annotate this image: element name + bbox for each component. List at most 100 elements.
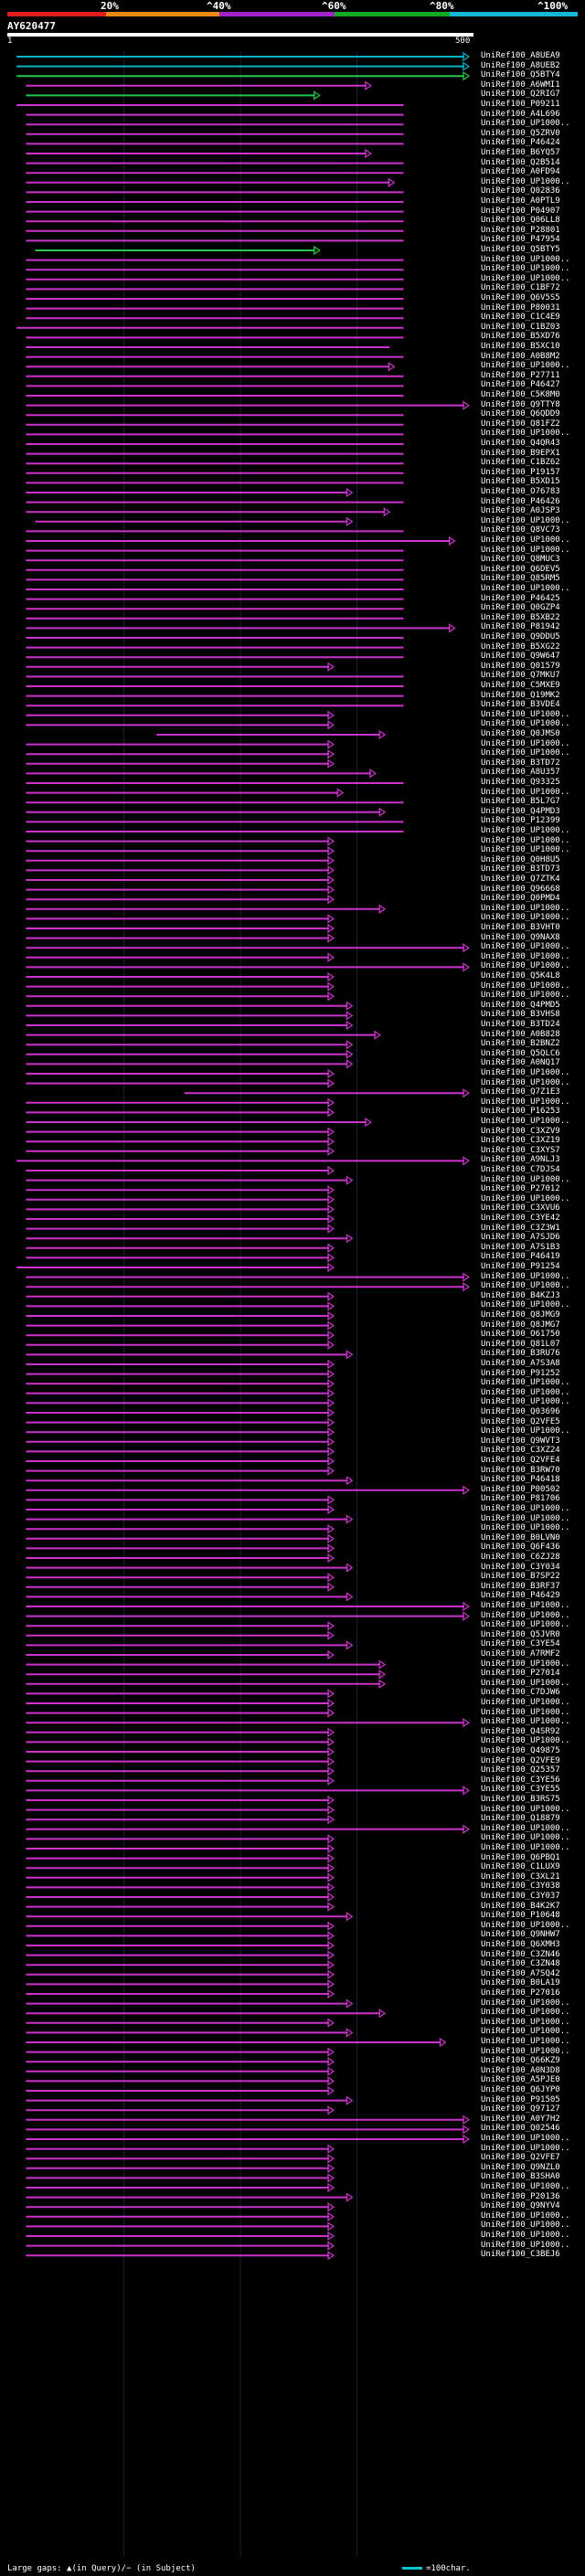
- hit-accession-link[interactable]: UniRef100_UP1000..: [481, 361, 570, 371]
- hit-accession-link[interactable]: UniRef100_Q02546: [481, 2124, 560, 2134]
- hit-accession-link[interactable]: UniRef100_B5L7G7: [481, 797, 560, 807]
- hit-accession-link[interactable]: UniRef100_A9NLJ3: [481, 1155, 560, 1165]
- hit-accession-link[interactable]: UniRef100_Q81L07: [481, 1339, 560, 1349]
- hit-accession-link[interactable]: UniRef100_UP1000..: [481, 2037, 570, 2046]
- hit-accession-link[interactable]: UniRef100_Q6DEV5: [481, 564, 560, 574]
- hit-accession-link[interactable]: UniRef100_B3VHT0: [481, 923, 560, 932]
- hit-accession-link[interactable]: UniRef100_Q0JMS0: [481, 729, 560, 738]
- hit-accession-link[interactable]: UniRef100_UP1000..: [481, 1504, 570, 1513]
- hit-accession-link[interactable]: UniRef100_UP1000..: [481, 1426, 570, 1436]
- hit-accession-link[interactable]: UniRef100_P20136: [481, 2191, 560, 2201]
- hit-accession-link[interactable]: UniRef100_Q96668: [481, 884, 560, 894]
- hit-accession-link[interactable]: UniRef100_C1C4E9: [481, 313, 560, 323]
- hit-accession-link[interactable]: UniRef100_B7SP22: [481, 1572, 560, 1582]
- hit-accession-link[interactable]: UniRef100_Q8VC73: [481, 525, 560, 535]
- hit-accession-link[interactable]: UniRef100_Q02836: [481, 186, 560, 196]
- hit-accession-link[interactable]: UniRef100_UP1000..: [481, 1077, 570, 1087]
- hit-accession-link[interactable]: UniRef100_UP1000..: [481, 2240, 570, 2250]
- hit-accession-link[interactable]: UniRef100_B3VDE4: [481, 700, 560, 710]
- hit-accession-link[interactable]: UniRef100_C3XZ24: [481, 1446, 560, 1456]
- hit-accession-link[interactable]: UniRef100_A6WMI1: [481, 80, 560, 90]
- hit-accession-link[interactable]: UniRef100_Q6V5S5: [481, 293, 560, 302]
- hit-accession-link[interactable]: UniRef100_A0B828: [481, 1029, 560, 1039]
- hit-accession-link[interactable]: UniRef100_Q5ZRV0: [481, 128, 560, 138]
- hit-accession-link[interactable]: UniRef100_UP1000..: [481, 119, 570, 129]
- hit-accession-link[interactable]: UniRef100_UP1000..: [481, 2008, 570, 2018]
- hit-accession-link[interactable]: UniRef100_UP1000..: [481, 1068, 570, 1077]
- hit-accession-link[interactable]: UniRef100_UP1000..: [481, 903, 570, 913]
- hit-accession-link[interactable]: UniRef100_B3RU76: [481, 1349, 560, 1359]
- hit-accession-link[interactable]: UniRef100_UP1000..: [481, 1998, 570, 2008]
- hit-accession-link[interactable]: UniRef100_P81942: [481, 622, 560, 632]
- hit-accession-link[interactable]: UniRef100_Q2VFE4: [481, 1456, 560, 1465]
- hit-accession-link[interactable]: UniRef100_C3Y034: [481, 1562, 560, 1572]
- hit-accession-link[interactable]: UniRef100_UP1000..: [481, 845, 570, 855]
- hit-accession-link[interactable]: UniRef100_Q9NAX8: [481, 932, 560, 942]
- hit-accession-link[interactable]: UniRef100_UP1000..: [481, 1736, 570, 1746]
- hit-accession-link[interactable]: UniRef100_P16253: [481, 1107, 560, 1117]
- hit-accession-link[interactable]: UniRef100_P19157: [481, 467, 560, 477]
- hit-accession-link[interactable]: UniRef100_A8UEA9: [481, 51, 560, 60]
- hit-accession-link[interactable]: UniRef100_UP1000..: [481, 1174, 570, 1184]
- hit-accession-link[interactable]: UniRef100_UP1000..: [481, 1397, 570, 1407]
- hit-accession-link[interactable]: UniRef100_C3BEJ6: [481, 2250, 560, 2260]
- hit-accession-link[interactable]: UniRef100_Q9DDU5: [481, 632, 560, 641]
- hit-accession-link[interactable]: UniRef100_C3Y038: [481, 1882, 560, 1892]
- hit-accession-link[interactable]: UniRef100_UP1000..: [481, 1378, 570, 1388]
- hit-accession-link[interactable]: UniRef100_A0NQ17: [481, 1058, 560, 1068]
- hit-accession-link[interactable]: UniRef100_Q9NHW7: [481, 1930, 560, 1940]
- hit-accession-link[interactable]: UniRef100_Q93325: [481, 778, 560, 787]
- hit-accession-link[interactable]: UniRef100_P91505: [481, 2094, 560, 2104]
- hit-accession-link[interactable]: UniRef100_B5XG22: [481, 641, 560, 652]
- hit-accession-link[interactable]: UniRef100_Q2VFE5: [481, 1416, 560, 1426]
- hit-accession-link[interactable]: UniRef100_P28801: [481, 225, 560, 235]
- hit-accession-link[interactable]: UniRef100_C3YE55: [481, 1785, 560, 1795]
- hit-accession-link[interactable]: UniRef100_Q06LL8: [481, 216, 560, 226]
- hit-accession-link[interactable]: UniRef100_Q7MKU7: [481, 671, 560, 681]
- hit-accession-link[interactable]: UniRef100_UP1000..: [481, 1823, 570, 1833]
- hit-accession-link[interactable]: UniRef100_C1BF72: [481, 283, 560, 293]
- hit-accession-link[interactable]: UniRef100_A7S3A8: [481, 1359, 560, 1368]
- hit-accession-link[interactable]: UniRef100_O61750: [481, 1330, 560, 1340]
- hit-accession-link[interactable]: UniRef100_UP1000..: [481, 738, 570, 748]
- hit-accession-link[interactable]: UniRef100_P27711: [481, 370, 560, 380]
- hit-accession-link[interactable]: UniRef100_P27012: [481, 1184, 560, 1194]
- hit-accession-link[interactable]: UniRef100_UP1000..: [481, 942, 570, 952]
- hit-accession-link[interactable]: UniRef100_Q49875: [481, 1746, 560, 1755]
- hit-accession-link[interactable]: UniRef100_A7SQ42: [481, 1968, 560, 1978]
- hit-accession-link[interactable]: UniRef100_B5XD15: [481, 477, 560, 487]
- hit-accession-link[interactable]: UniRef100_UP1000..: [481, 826, 570, 835]
- hit-accession-link[interactable]: UniRef100_P46425: [481, 593, 560, 603]
- hit-accession-link[interactable]: UniRef100_Q8JMG9: [481, 1310, 560, 1320]
- hit-accession-link[interactable]: UniRef100_UP1000..: [481, 1678, 570, 1688]
- hit-accession-link[interactable]: UniRef100_Q25357: [481, 1765, 560, 1776]
- hit-accession-link[interactable]: UniRef100_UP1000..: [481, 748, 570, 758]
- hit-accession-link[interactable]: UniRef100_Q5BTY5: [481, 245, 560, 254]
- hit-accession-link[interactable]: UniRef100_Q19MK2: [481, 690, 560, 700]
- hit-accession-link[interactable]: UniRef100_UP1000..: [481, 709, 570, 719]
- hit-accession-link[interactable]: UniRef100_UP1000..: [481, 2017, 570, 2027]
- hit-accession-link[interactable]: UniRef100_A0B8M2: [481, 351, 560, 361]
- hit-accession-link[interactable]: UniRef100_UP1000..: [481, 429, 570, 439]
- hit-accession-link[interactable]: UniRef100_Q0PMD4: [481, 894, 560, 904]
- hit-accession-link[interactable]: UniRef100_P46418: [481, 1475, 560, 1485]
- hit-accession-link[interactable]: UniRef100_Q8MUC3: [481, 555, 560, 565]
- hit-accession-link[interactable]: UniRef100_B5XD76: [481, 332, 560, 342]
- hit-accession-link[interactable]: UniRef100_C3ZN48: [481, 1959, 560, 1969]
- hit-accession-link[interactable]: UniRef100_UP1000..: [481, 1843, 570, 1852]
- hit-accession-link[interactable]: UniRef100_UP1000..: [481, 787, 570, 797]
- hit-accession-link[interactable]: UniRef100_Q6QDD9: [481, 409, 560, 419]
- hit-accession-link[interactable]: UniRef100_UP1000..: [481, 1601, 570, 1610]
- hit-accession-link[interactable]: UniRef100_Q9WVT3: [481, 1436, 560, 1446]
- hit-accession-link[interactable]: UniRef100_Q4PMD3: [481, 806, 560, 816]
- hit-accession-link[interactable]: UniRef100_UP1000..: [481, 2210, 570, 2221]
- hit-accession-link[interactable]: UniRef100_A7S1B3: [481, 1242, 560, 1252]
- hit-accession-link[interactable]: UniRef100_C3XYS7: [481, 1145, 560, 1155]
- hit-accession-link[interactable]: UniRef100_C7DJW6: [481, 1688, 560, 1698]
- hit-accession-link[interactable]: UniRef100_C1LUX9: [481, 1862, 560, 1872]
- hit-accession-link[interactable]: UniRef100_UP1000..: [481, 535, 570, 545]
- hit-accession-link[interactable]: UniRef100_UP1000..: [481, 1833, 570, 1843]
- hit-accession-link[interactable]: UniRef100_UP1000..: [481, 1920, 570, 1930]
- hit-accession-link[interactable]: UniRef100_A8UEB2: [481, 60, 560, 70]
- hit-accession-link[interactable]: UniRef100_P46429: [481, 1591, 560, 1601]
